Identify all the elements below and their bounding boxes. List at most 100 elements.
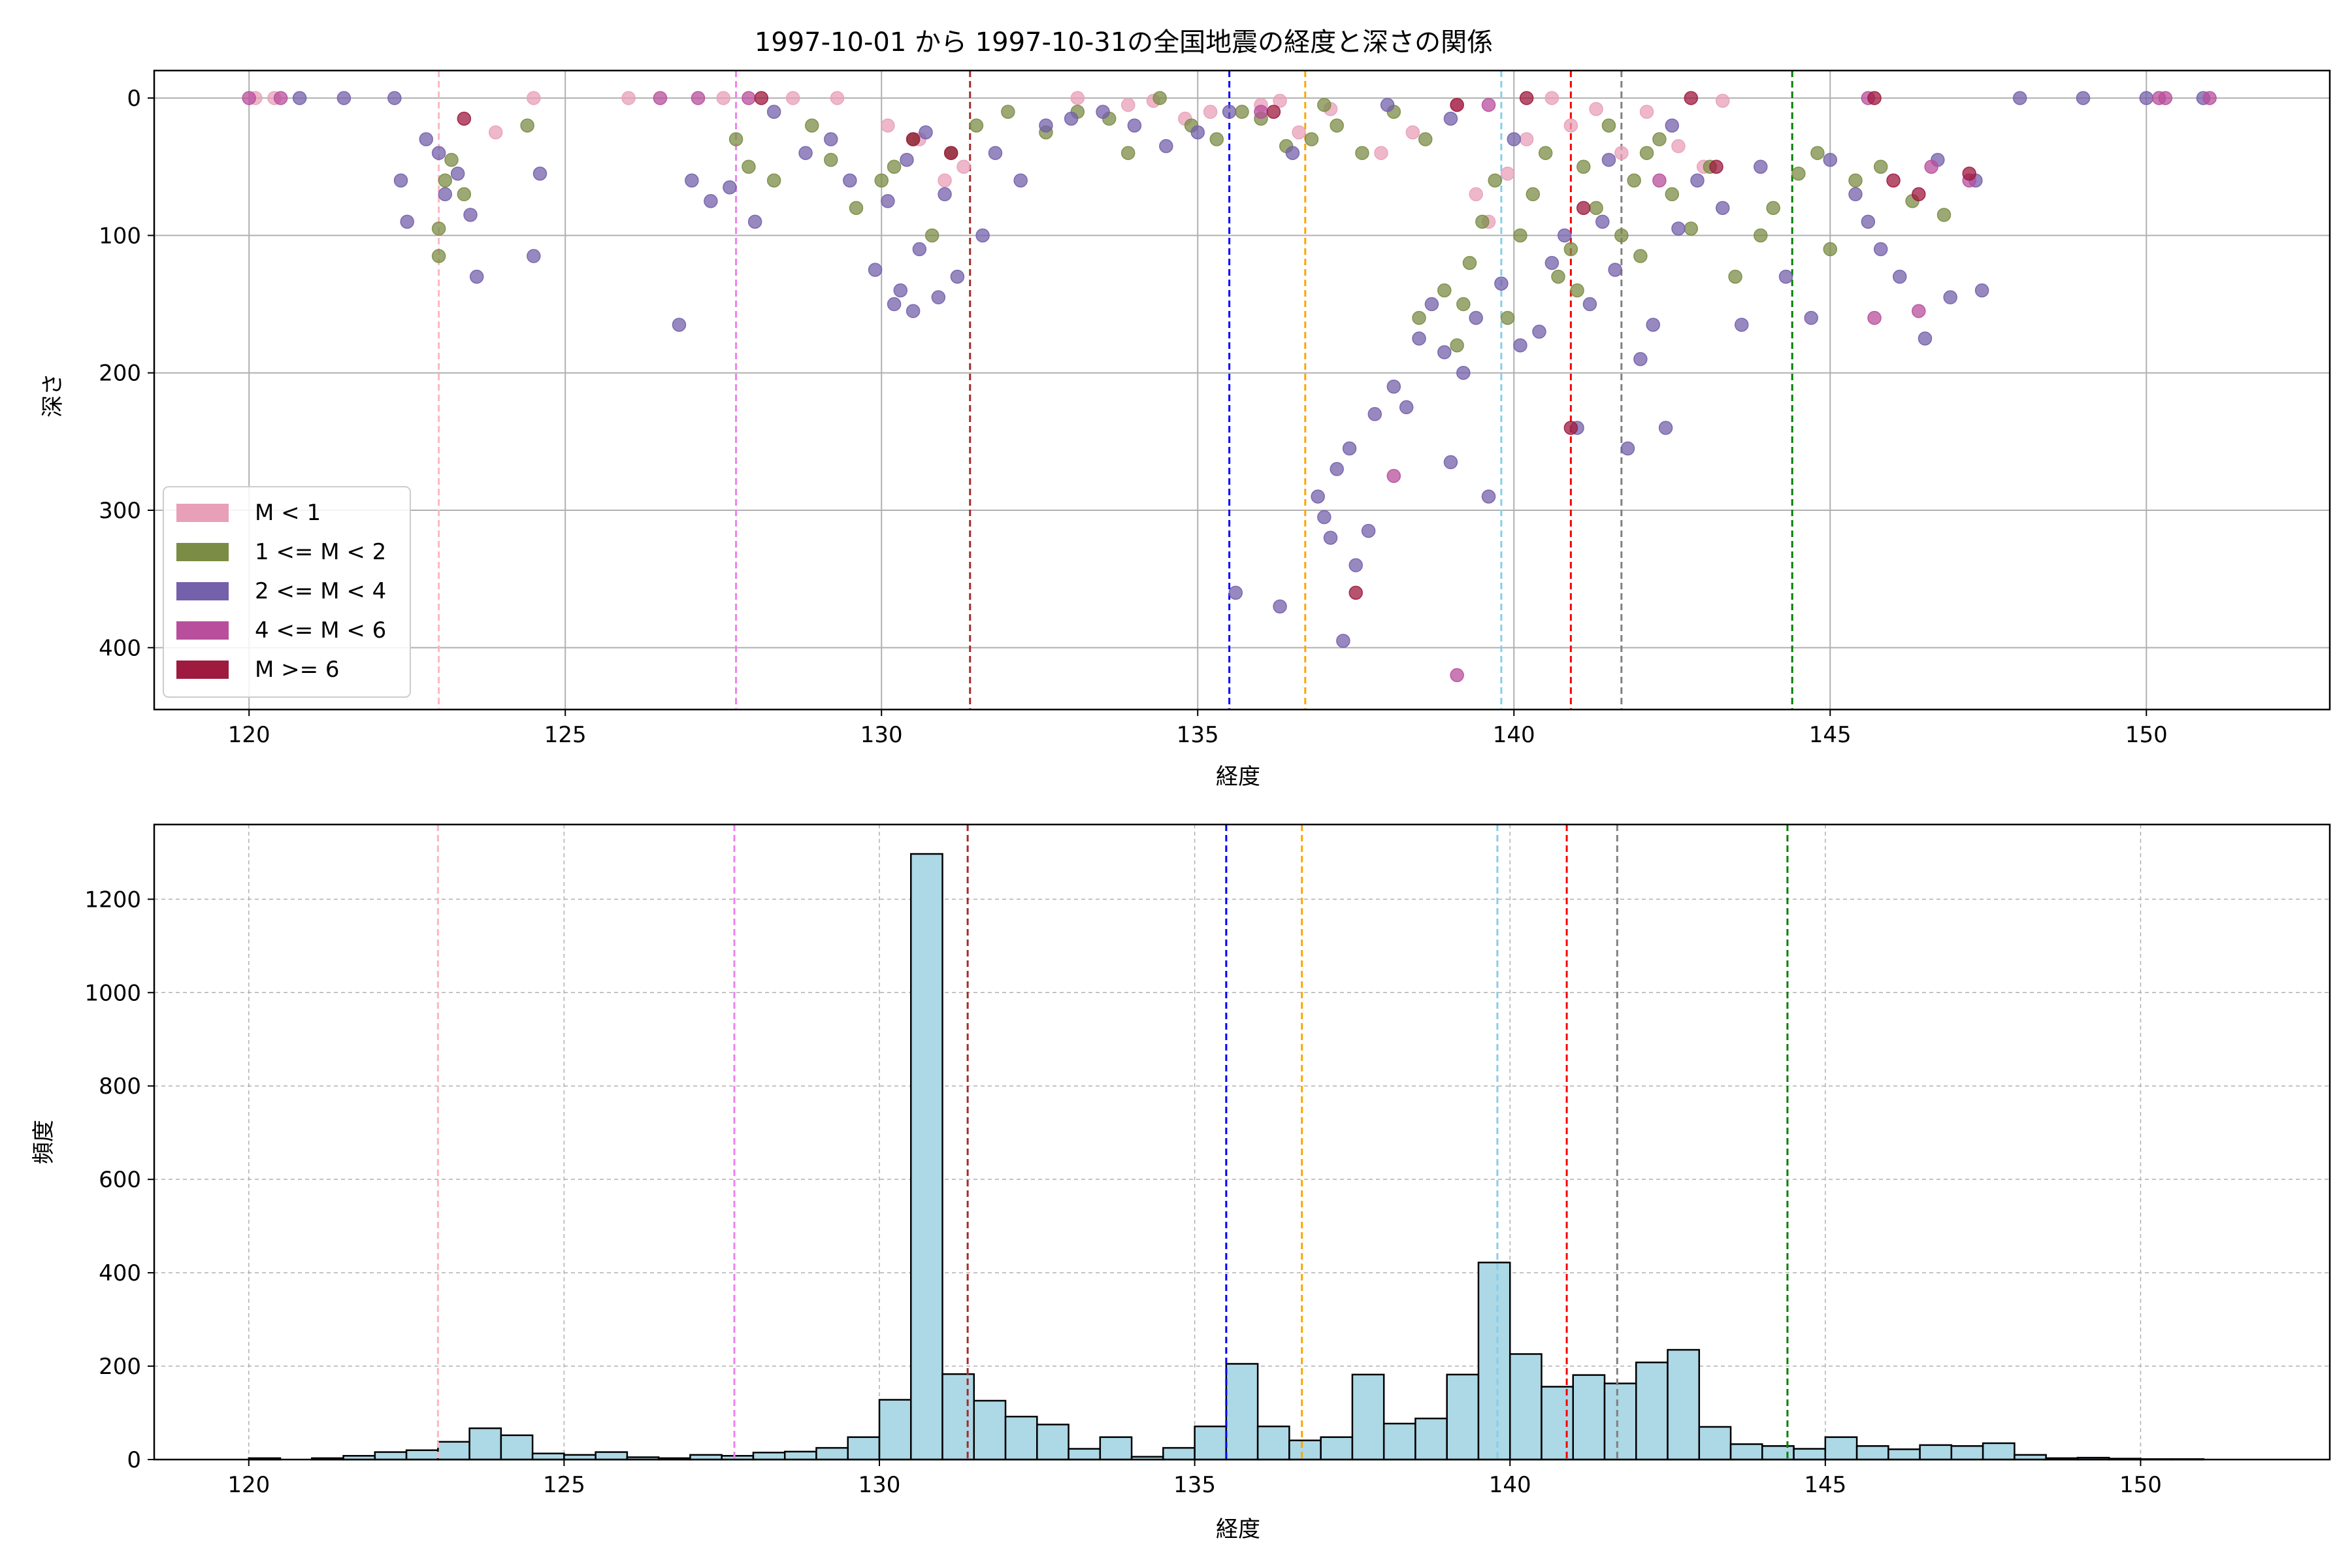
scatter-x-tick-label: 145 bbox=[1809, 722, 1852, 748]
scatter-point bbox=[1582, 297, 1597, 312]
scatter-point bbox=[830, 91, 845, 105]
histogram-bar bbox=[1288, 1439, 1322, 1461]
histogram-bar bbox=[1541, 1386, 1574, 1461]
histogram-bar bbox=[1761, 1445, 1795, 1461]
scatter-x-ticks: 120 125 130 135 140 145 150 bbox=[228, 710, 2168, 748]
scatter-point bbox=[881, 118, 895, 133]
scatter-point bbox=[943, 146, 958, 160]
scatter-plot-frame bbox=[153, 69, 2331, 711]
scatter-point bbox=[1481, 489, 1496, 504]
histogram-bar bbox=[1982, 1442, 2016, 1461]
scatter-point bbox=[1589, 102, 1603, 116]
scatter-point bbox=[1070, 91, 1085, 105]
scatter-x-axis-label: 経度 bbox=[1216, 764, 1260, 790]
histogram-bar bbox=[1225, 1363, 1259, 1461]
scatter-point bbox=[387, 91, 402, 105]
scatter-point bbox=[1563, 421, 1578, 435]
histogram-bar bbox=[1572, 1374, 1606, 1461]
scatter-point bbox=[1412, 331, 1426, 346]
scatter-point bbox=[924, 228, 939, 243]
scatter-point bbox=[1437, 345, 1452, 359]
histogram-bar bbox=[783, 1450, 817, 1461]
scatter-point bbox=[1039, 118, 1053, 133]
scatter-point bbox=[672, 318, 687, 332]
scatter-point bbox=[653, 91, 668, 105]
scatter-points bbox=[242, 91, 2217, 683]
scatter-point bbox=[1513, 228, 1527, 243]
scatter-chart: 1997-10-01 から 1997-10-31の全国地震の経度と深さの関係 1… bbox=[40, 27, 2331, 790]
scatter-point bbox=[1620, 441, 1635, 456]
scatter-point bbox=[1563, 242, 1578, 257]
histogram-bar bbox=[1351, 1373, 1385, 1461]
scatter-point bbox=[950, 269, 965, 284]
scatter-point bbox=[438, 187, 453, 202]
scatter-point bbox=[824, 152, 838, 167]
scatter-point bbox=[1190, 125, 1205, 140]
scatter-point bbox=[1273, 93, 1287, 108]
histogram-bar bbox=[437, 1441, 470, 1461]
scatter-grid bbox=[154, 71, 2330, 710]
scatter-point bbox=[1867, 310, 1882, 325]
scatter-point bbox=[1121, 146, 1135, 160]
scatter-point bbox=[1001, 105, 1015, 119]
scatter-point bbox=[1924, 159, 1938, 174]
histogram-bar bbox=[1950, 1445, 1984, 1461]
scatter-y-tick-label: 200 bbox=[99, 361, 141, 387]
scatter-point bbox=[1311, 489, 1325, 504]
scatter-point bbox=[728, 132, 743, 146]
histogram-y-tick-label: 1000 bbox=[84, 980, 141, 1006]
scatter-point bbox=[742, 159, 756, 174]
scatter-point bbox=[527, 91, 541, 105]
legend-swatch bbox=[176, 661, 229, 679]
scatter-x-tick-label: 125 bbox=[544, 722, 587, 748]
legend-label: M < 1 bbox=[255, 500, 321, 526]
scatter-point bbox=[1500, 166, 1515, 181]
scatter-point bbox=[1437, 283, 1452, 298]
scatter-point bbox=[469, 269, 484, 284]
scatter-point bbox=[1595, 214, 1610, 229]
scatter-point bbox=[1418, 132, 1433, 146]
histogram-bar bbox=[374, 1451, 408, 1461]
scatter-point bbox=[1886, 173, 1901, 188]
histogram-bar bbox=[1729, 1443, 1763, 1461]
scatter-y-axis-label: 深さ bbox=[40, 373, 66, 417]
scatter-point bbox=[463, 208, 478, 222]
scatter-point bbox=[1551, 269, 1565, 284]
scatter-x-tick-label: 120 bbox=[228, 722, 270, 748]
scatter-point bbox=[975, 228, 990, 243]
histogram-y-tick-label: 400 bbox=[99, 1260, 141, 1286]
histogram-bar bbox=[910, 853, 943, 1461]
legend-swatch bbox=[176, 621, 229, 640]
scatter-point bbox=[1424, 297, 1439, 312]
scatter-point bbox=[1475, 214, 1490, 229]
scatter-point bbox=[1380, 97, 1395, 112]
scatter-point bbox=[1519, 91, 1534, 105]
scatter-point bbox=[919, 125, 933, 140]
scatter-point bbox=[1254, 105, 1268, 119]
scatter-point bbox=[1684, 91, 1699, 105]
scatter-point bbox=[1823, 242, 1838, 257]
scatter-point bbox=[881, 194, 895, 208]
scatter-point bbox=[273, 91, 288, 105]
scatter-point bbox=[1778, 269, 1793, 284]
scatter-point bbox=[1715, 93, 1730, 108]
scatter-point bbox=[1355, 146, 1369, 160]
scatter-point bbox=[1450, 668, 1464, 683]
histogram-bar bbox=[405, 1449, 439, 1461]
scatter-point bbox=[785, 91, 800, 105]
histogram-y-tick-label: 1200 bbox=[84, 887, 141, 913]
histogram-bar bbox=[1793, 1448, 1827, 1461]
scatter-point bbox=[457, 187, 472, 202]
scatter-point bbox=[1450, 97, 1464, 112]
scatter-point bbox=[2076, 91, 2091, 105]
scatter-point bbox=[969, 118, 984, 133]
histogram-bar bbox=[1855, 1445, 1889, 1461]
scatter-point bbox=[1013, 173, 1028, 188]
scatter-x-tick-label: 130 bbox=[860, 722, 903, 748]
scatter-point bbox=[1639, 105, 1654, 119]
scatter-point bbox=[843, 173, 857, 188]
scatter-point bbox=[1873, 242, 1888, 257]
scatter-point bbox=[1336, 634, 1350, 648]
scatter-point bbox=[1159, 139, 1173, 154]
scatter-point bbox=[1330, 118, 1344, 133]
